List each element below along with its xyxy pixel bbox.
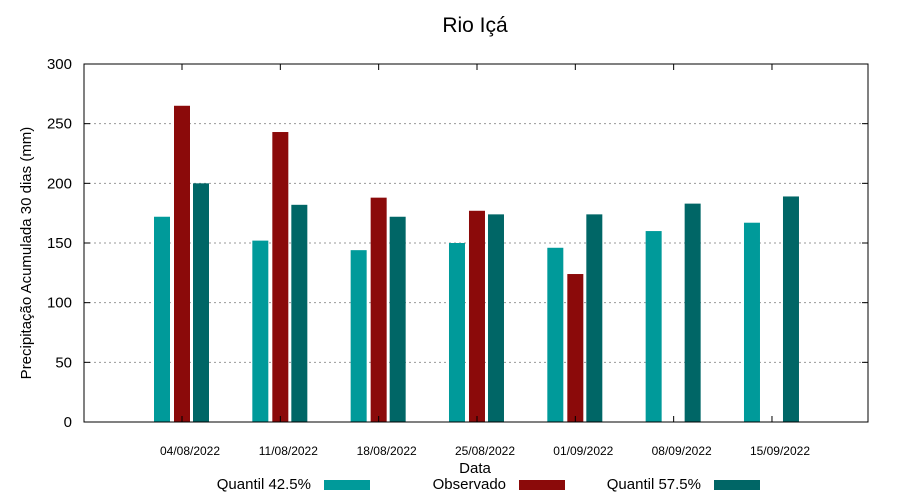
chart-title: Rio Içá — [442, 14, 508, 37]
bar-quantil-57-5 — [487, 214, 504, 422]
x-tick-label: 04/08/2022 — [160, 444, 220, 458]
y-tick-label: 250 — [47, 116, 72, 133]
bar-observado — [370, 197, 387, 422]
x-tick-label: 25/08/2022 — [455, 444, 515, 458]
bar-quantil-57-5 — [782, 196, 799, 422]
bar-quantil-42-5 — [252, 240, 269, 422]
bar-observado — [174, 105, 190, 423]
x-axis-label: Data — [459, 460, 491, 477]
x-tick-label: 01/09/2022 — [553, 444, 613, 458]
bar-quantil-42-5 — [645, 231, 662, 422]
legend-label: Observado — [433, 476, 506, 493]
bar-quantil-57-5 — [193, 183, 209, 422]
legend-label: Quantil 57.5% — [607, 476, 701, 493]
bar-quantil-57-5 — [389, 216, 406, 422]
bar-quantil-42-5 — [448, 243, 465, 422]
legend-label: Quantil 42.5% — [217, 476, 311, 493]
legend: Quantil 42.5% Observado Quantil 57.5% — [217, 476, 760, 493]
x-tick-label: 18/08/2022 — [357, 444, 417, 458]
bar-observado — [272, 132, 289, 422]
y-tick-label: 50 — [55, 354, 72, 371]
bar-quantil-42-5 — [154, 216, 170, 422]
y-axis-ticks: 0 50 100 150 200 250 300 — [47, 56, 868, 431]
x-tick-label: 08/09/2022 — [652, 444, 712, 458]
bar-quantil-57-5 — [291, 204, 308, 422]
y-tick-label: 100 — [47, 295, 72, 312]
y-tick-label: 200 — [47, 175, 72, 192]
y-tick-label: 0 — [64, 414, 72, 431]
y-axis-label: Precipitação Acumulada 30 dias (mm) — [18, 127, 35, 380]
x-tick-label: 15/09/2022 — [750, 444, 810, 458]
bar-observado — [567, 274, 584, 422]
x-axis-ticks: 04/08/2022 11/08/2022 18/08/2022 25/08/2022… — [160, 64, 810, 458]
y-tick-label: 150 — [47, 235, 72, 252]
legend-swatch — [519, 480, 565, 490]
legend-swatch — [324, 480, 370, 490]
bar-quantil-42-5 — [350, 250, 367, 422]
x-tick-label: 11/08/2022 — [259, 444, 318, 458]
bar-observado — [468, 210, 485, 422]
bars — [154, 105, 799, 423]
bar-quantil-42-5 — [547, 247, 564, 422]
bar-quantil-57-5 — [586, 214, 603, 422]
legend-swatch — [714, 480, 760, 490]
bar-quantil-42-5 — [743, 222, 760, 422]
bar-quantil-57-5 — [684, 203, 701, 422]
y-tick-label: 300 — [47, 56, 72, 73]
